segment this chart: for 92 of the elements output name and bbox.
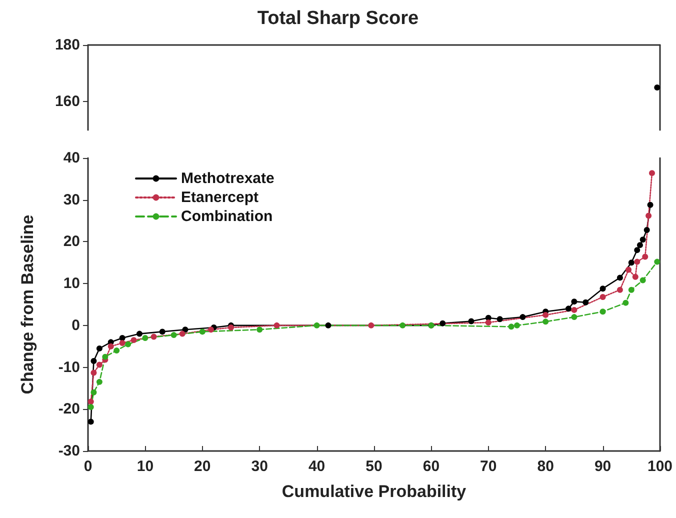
point — [647, 202, 654, 208]
point — [228, 324, 234, 331]
point — [634, 247, 640, 254]
legend-label: Combination — [181, 208, 273, 225]
legend-label: Methotrexate — [181, 170, 274, 187]
point — [600, 308, 606, 315]
y-tick-label: 40 — [63, 150, 80, 166]
point — [654, 258, 660, 265]
point — [644, 226, 650, 233]
point — [314, 322, 320, 328]
y-tick-label: 30 — [63, 191, 80, 208]
point — [136, 330, 142, 337]
point — [90, 389, 97, 396]
point — [514, 322, 520, 328]
y-tick-label: -10 — [58, 358, 80, 376]
point — [88, 404, 94, 410]
point — [90, 370, 97, 376]
point — [199, 328, 206, 335]
x-tick-label: 0 — [84, 458, 92, 475]
point — [96, 362, 102, 368]
point — [90, 358, 97, 364]
point — [130, 337, 137, 344]
point — [622, 300, 629, 306]
point — [542, 312, 549, 318]
point — [96, 345, 102, 352]
x-axis-title: Cumulative Probability — [282, 482, 467, 501]
point — [496, 316, 503, 322]
legend-label: Etanercept — [181, 189, 259, 206]
point — [571, 314, 578, 320]
point — [600, 294, 606, 300]
point — [96, 378, 102, 385]
point — [119, 340, 126, 346]
x-tick-label: 40 — [308, 458, 326, 475]
x-tick-label: 20 — [194, 458, 211, 475]
point — [642, 254, 648, 260]
point — [640, 236, 646, 243]
point — [274, 322, 280, 328]
point — [88, 418, 94, 425]
point — [542, 318, 549, 325]
point — [102, 354, 108, 360]
x-tick-label: 70 — [480, 458, 497, 475]
y-tick-label: 20 — [63, 233, 80, 250]
y-axis-title: Change from Baseline — [18, 214, 37, 394]
x-tick-label: 10 — [136, 458, 154, 475]
point — [649, 170, 655, 176]
point — [508, 324, 514, 330]
point — [628, 286, 634, 293]
point — [108, 343, 114, 350]
point — [159, 328, 166, 335]
chart-title: Total Sharp Score — [257, 8, 419, 29]
point — [325, 322, 332, 328]
x-tick-label: 30 — [251, 458, 268, 475]
y-tick-label: 180 — [54, 36, 80, 54]
point — [640, 277, 646, 284]
point — [636, 242, 643, 248]
point — [565, 306, 572, 312]
point — [616, 274, 623, 281]
point — [179, 330, 186, 337]
y-tick-label: 0 — [72, 316, 80, 334]
y-tick-label: 10 — [63, 275, 80, 292]
point — [170, 332, 177, 338]
point — [468, 318, 474, 324]
y-tick-label: -20 — [58, 400, 80, 418]
point — [632, 274, 638, 280]
point — [256, 326, 263, 333]
x-tick-label: 100 — [647, 458, 673, 475]
x-tick-label: 90 — [594, 458, 612, 475]
point — [125, 341, 132, 348]
point — [88, 398, 94, 405]
point — [440, 320, 446, 326]
point — [520, 314, 526, 320]
x-tick-label: 80 — [537, 458, 554, 475]
point — [600, 286, 606, 292]
point — [634, 258, 640, 265]
x-tick-label: 50 — [366, 458, 382, 475]
point — [582, 299, 589, 306]
point — [368, 322, 374, 328]
point — [400, 322, 406, 328]
point — [616, 286, 623, 293]
point — [571, 298, 578, 305]
point — [142, 334, 148, 341]
point — [646, 212, 652, 219]
point — [485, 320, 492, 326]
point — [150, 334, 157, 340]
point — [208, 326, 214, 333]
point — [114, 348, 120, 354]
y-tick-label: 160 — [54, 93, 80, 110]
y-tick-label: -30 — [58, 442, 80, 460]
x-tick-label: 60 — [422, 458, 440, 475]
point — [626, 266, 632, 273]
point — [571, 306, 578, 313]
point — [628, 260, 634, 266]
